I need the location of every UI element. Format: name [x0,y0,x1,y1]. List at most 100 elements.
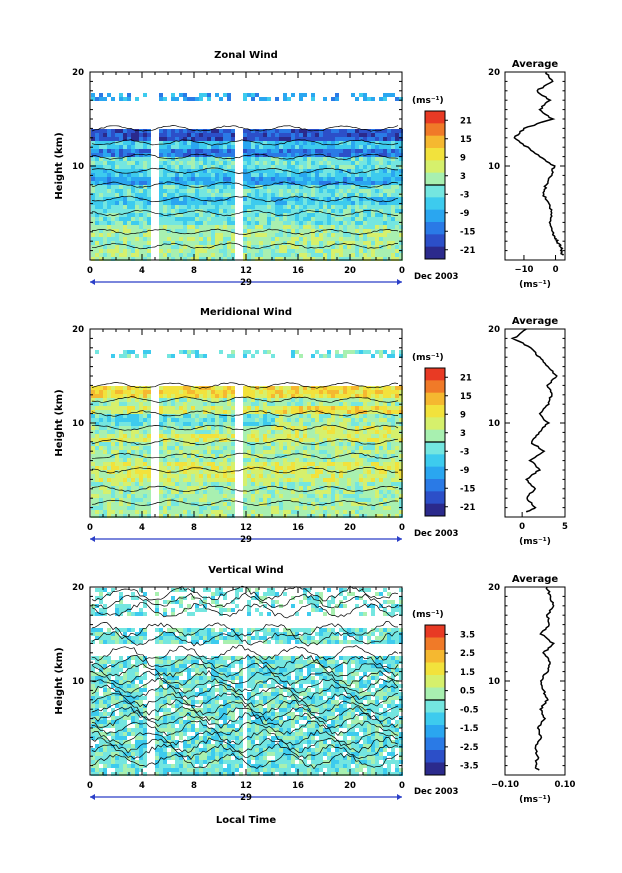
heat-cell [355,149,359,153]
heat-cell [183,478,187,482]
heat-cell [203,221,207,225]
heat-cell [127,229,131,233]
heat-cell [267,137,271,141]
heat-cell [303,165,307,169]
heat-cell [203,446,207,450]
heat-cell [263,446,267,450]
heat-cell [359,422,363,426]
heat-cell [263,97,267,101]
heat-cell [247,141,251,145]
heat-cell [195,394,199,398]
heat-cell [271,157,275,161]
heat-cell [375,205,379,209]
heat-cell [219,422,223,426]
heat-cell [283,386,287,390]
heat-cell [347,350,351,354]
heat-cell [103,458,107,462]
heat-cell [139,482,143,486]
heat-cell [255,494,259,498]
heat-cell [95,217,99,221]
heat-cell [251,149,255,153]
heat-cell [255,137,259,141]
heat-cell [335,486,339,490]
heat-cell [255,514,259,518]
heat-cell [211,422,215,426]
heat-cell [111,237,115,241]
heat-cell [159,249,163,253]
heat-cell [307,498,311,502]
heat-cell [331,390,335,394]
heat-cell [223,181,227,185]
heat-cell [395,245,399,249]
heat-cell [119,438,123,442]
heat-cell [331,498,335,502]
heat-cell [315,197,319,201]
heat-cell [187,506,191,510]
heat-cell [143,237,147,241]
heat-cell [119,169,123,173]
heat-cell [247,506,251,510]
heat-cell [95,137,99,141]
heat-cell [179,430,183,434]
heat-cell [115,129,119,133]
heat-cell [335,253,339,257]
heat-cell [95,446,99,450]
heat-cell [299,406,303,410]
heat-cell [115,422,119,426]
heat-cell [207,514,211,518]
heat-cell [319,225,323,229]
heat-cell [215,221,219,225]
heat-cell [211,201,215,205]
heat-cell [327,161,331,165]
heat-cell [303,201,307,205]
heat-cell [103,406,107,410]
heat-cell [127,402,131,406]
heat-cell [139,233,143,237]
heat-cell [331,474,335,478]
heat-cell [123,157,127,161]
heat-cell [299,454,303,458]
heat-cell [279,514,283,518]
heat-cell [363,426,367,430]
heat-cell [223,390,227,394]
heat-cell [215,390,219,394]
heat-cell [255,438,259,442]
heat-cell [207,97,211,101]
heat-cell [187,253,191,257]
heat-cell [371,354,375,358]
heat-cell [211,398,215,402]
heat-cell [135,502,139,506]
heat-cell [163,205,167,209]
heat-cell [343,257,347,261]
heat-cell [111,209,115,213]
heat-cell [287,498,291,502]
heat-cell [183,458,187,462]
heat-cell [287,422,291,426]
heat-cell [283,145,287,149]
heat-cell [179,133,183,137]
heat-cell [139,253,143,257]
heat-cell [187,181,191,185]
heat-cell [187,414,191,418]
heat-cell [103,257,107,261]
heat-cell [255,193,259,197]
heat-cell [91,438,95,442]
heat-cell [343,462,347,466]
heat-cell [123,205,127,209]
heat-cell [263,165,267,169]
heat-cell [299,177,303,181]
heat-cell [187,434,191,438]
heat-cell [359,514,363,518]
heat-cell [95,510,99,514]
heat-cell [319,201,323,205]
heat-cell [171,390,175,394]
heat-cell [139,470,143,474]
heat-cell [319,426,323,430]
heat-cell [367,418,371,422]
heat-cell [211,394,215,398]
heat-cell [347,209,351,213]
heat-cell [311,141,315,145]
heat-cell [255,434,259,438]
heat-cell [143,450,147,454]
heat-cell [351,418,355,422]
